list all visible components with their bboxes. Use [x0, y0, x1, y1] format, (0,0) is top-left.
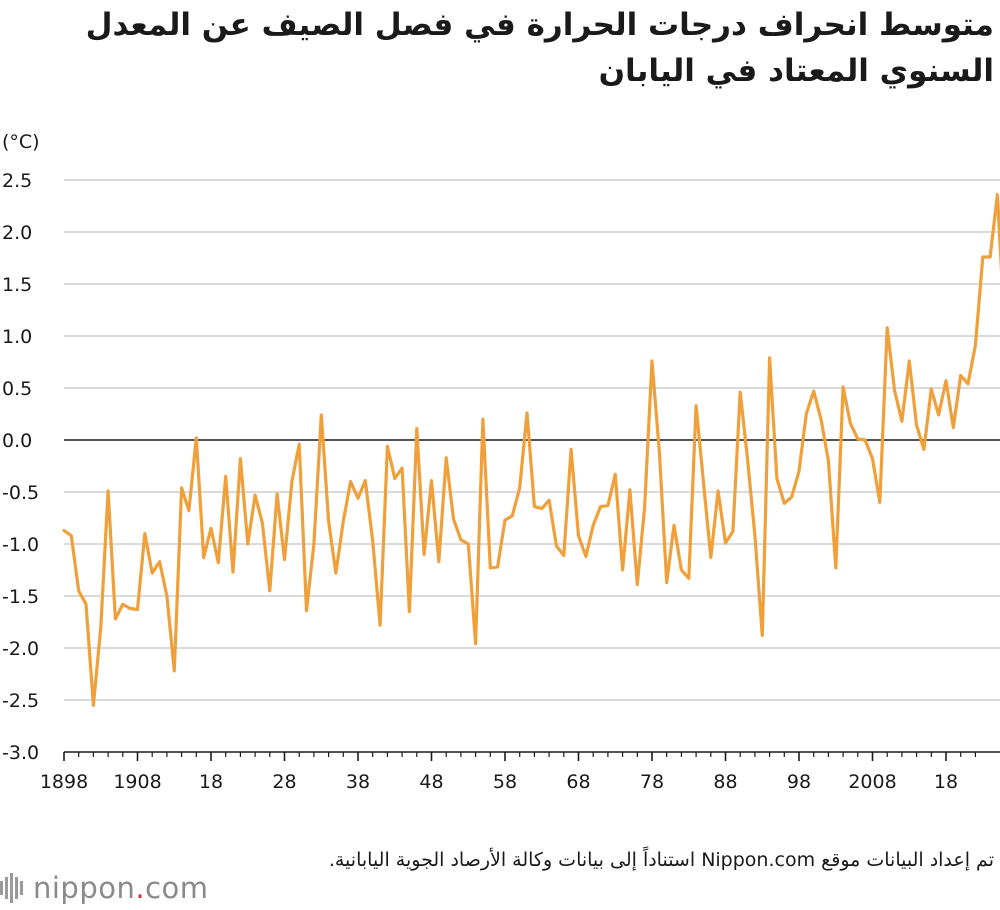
y-tick-label: -2.5 [2, 690, 39, 712]
x-tick-label: 88 [713, 771, 737, 793]
chart-title: متوسط انحراف درجات الحرارة في فصل الصيف … [85, 7, 994, 89]
x-tick-label: 18 [934, 771, 958, 793]
y-tick-label: 1.5 [2, 274, 32, 296]
x-tick-label: 18 [199, 771, 223, 793]
x-tick-label: 68 [566, 771, 590, 793]
x-tick-label: 58 [493, 771, 517, 793]
grid-lines [64, 179, 1000, 701]
x-tick-label: 98 [787, 771, 811, 793]
y-tick-label: -1.0 [2, 534, 39, 556]
x-tick-labels: 1898 1908 18 28 38 48 58 68 78 88 98 2008 18 [40, 771, 958, 793]
y-tick-label: -2.0 [2, 638, 39, 660]
x-tick-label: 28 [272, 771, 296, 793]
x-tick-label: 78 [640, 771, 664, 793]
y-tick-label: -1.5 [2, 586, 39, 608]
series-line [62, 193, 1000, 707]
x-tick-label: 48 [419, 771, 443, 793]
logo-text: nippon.com [33, 871, 209, 905]
y-axis-unit-label: (°C) [2, 131, 40, 153]
nippon-logo: nippon.com [0, 868, 240, 908]
y-tick-label: 1.0 [2, 326, 32, 348]
y-tick-labels: 2.5 2.0 1.5 1.0 0.5 0.0 -0.5 -1.0 -1.5 -2.0 -2.5 -3… [2, 170, 39, 764]
y-tick-label: 0.5 [2, 378, 32, 400]
x-axis [63, 751, 1000, 761]
source-note: تم إعداد البيانات موقع Nippon.com استناد… [328, 849, 994, 871]
x-tick-label: 2008 [848, 771, 896, 793]
y-tick-label: -3.0 [2, 742, 39, 764]
y-tick-label: 2.0 [2, 222, 32, 244]
logo-bars-icon [0, 873, 23, 903]
x-tick-label: 38 [346, 771, 370, 793]
y-tick-label: 0.0 [2, 430, 32, 452]
x-tick-label: 1908 [113, 771, 161, 793]
series-layer [62, 193, 1000, 707]
y-tick-label: -0.5 [2, 482, 39, 504]
y-tick-label: 2.5 [2, 170, 32, 192]
x-tick-label: 1898 [40, 771, 88, 793]
